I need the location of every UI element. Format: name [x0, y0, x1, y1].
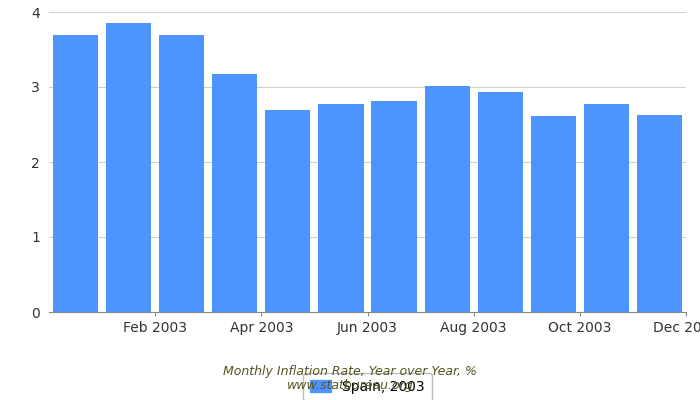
- Bar: [106, 23, 151, 312]
- Text: www.statbureau.org: www.statbureau.org: [287, 380, 413, 392]
- Bar: [637, 115, 682, 312]
- Bar: [212, 74, 258, 312]
- Bar: [265, 110, 310, 312]
- Bar: [584, 104, 629, 312]
- Bar: [425, 86, 470, 312]
- Bar: [318, 104, 363, 312]
- Legend: Spain, 2003: Spain, 2003: [303, 373, 432, 400]
- Bar: [531, 116, 576, 312]
- Bar: [477, 92, 523, 312]
- Bar: [53, 34, 98, 312]
- Bar: [372, 100, 416, 312]
- Text: Monthly Inflation Rate, Year over Year, %: Monthly Inflation Rate, Year over Year, …: [223, 366, 477, 378]
- Bar: [159, 34, 204, 312]
